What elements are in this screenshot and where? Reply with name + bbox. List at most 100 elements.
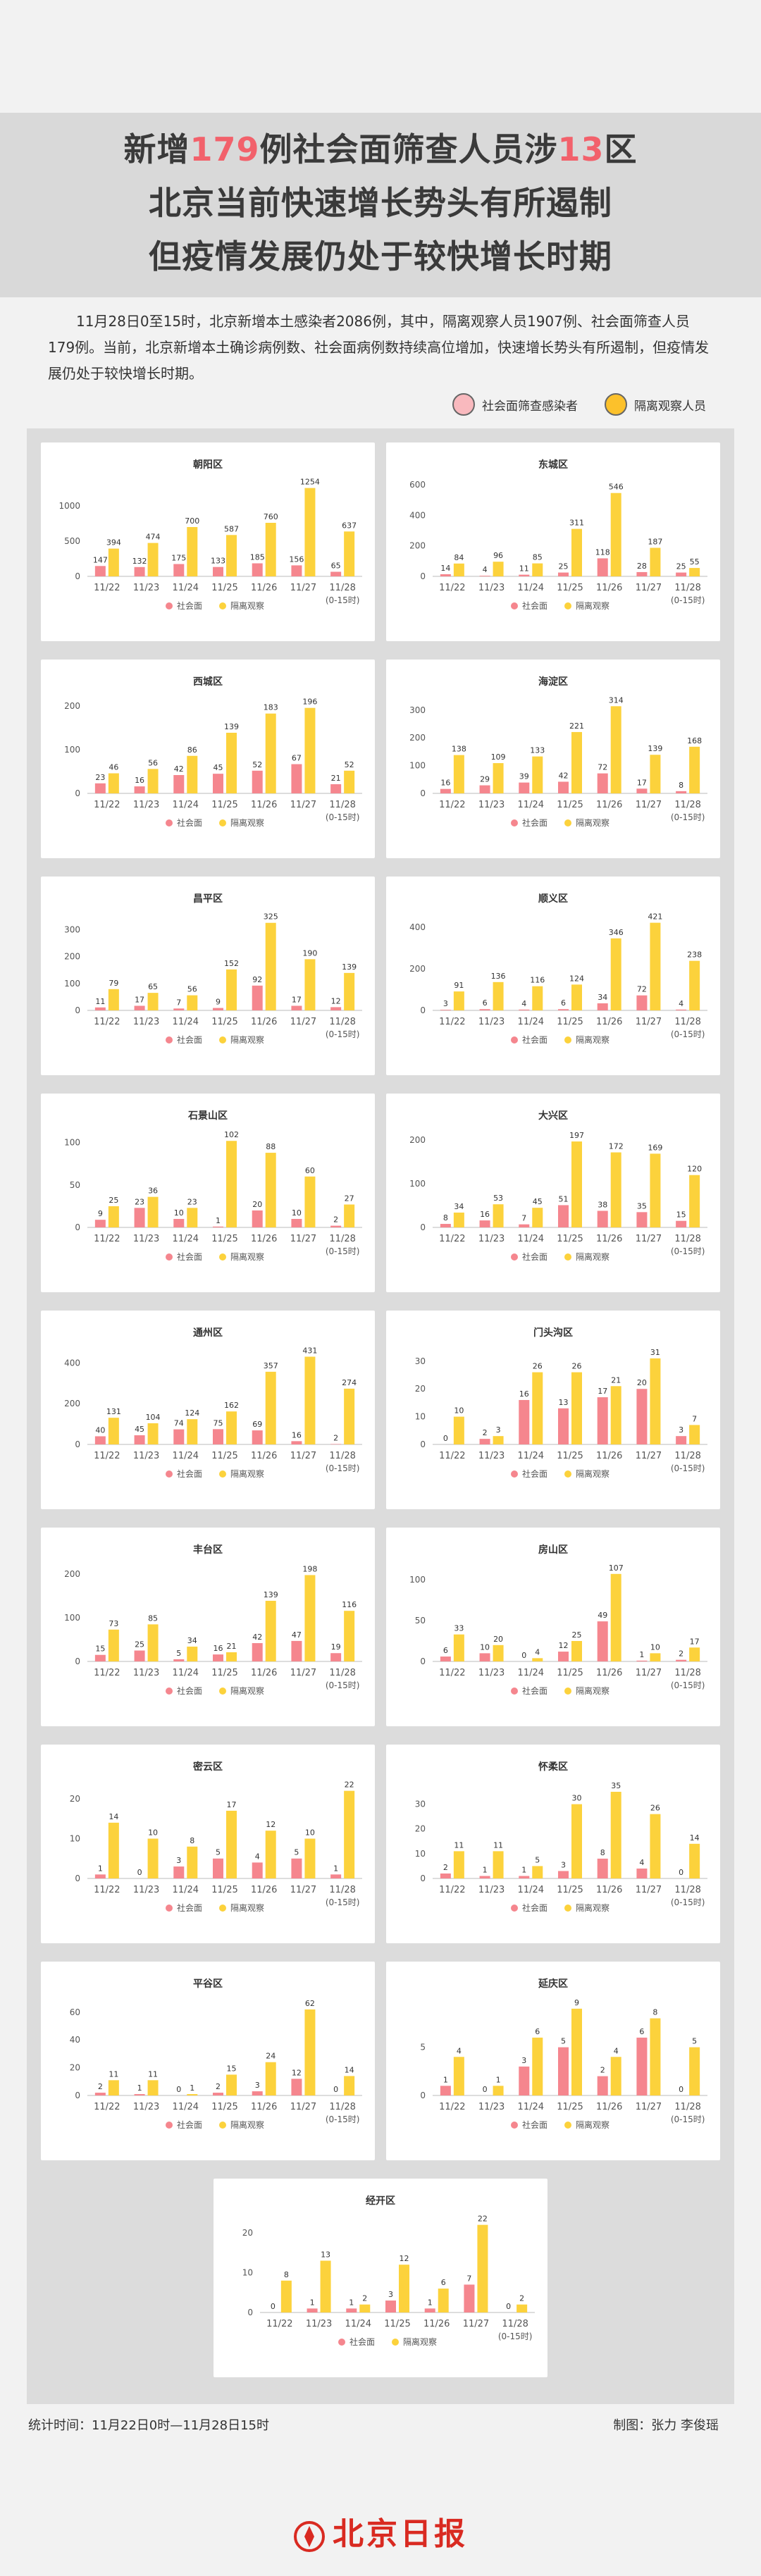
x-tick-label: 11/25 <box>557 2102 583 2112</box>
bar-social <box>558 572 569 576</box>
data-label-social: 72 <box>598 763 607 772</box>
bar-social <box>94 1654 106 1661</box>
y-tick-label: 0 <box>75 1439 80 1449</box>
y-tick-label: 1000 <box>58 501 80 511</box>
data-label-social: 45 <box>214 763 223 772</box>
data-label-social: 5 <box>176 1649 181 1658</box>
data-label-isolation: 116 <box>530 976 545 985</box>
chart-title: 房山区 <box>538 1544 568 1556</box>
x-tick-label: 11/25 <box>211 1885 237 1895</box>
data-label-social: 16 <box>440 779 450 788</box>
data-label-isolation: 124 <box>569 974 584 983</box>
panel-legend-isolation: 隔离观察 <box>576 1034 610 1045</box>
panel-legend-isolation: 隔离观察 <box>230 1468 264 1479</box>
x-tick-label: 11/23 <box>133 800 159 810</box>
data-label-isolation: 8 <box>190 1836 194 1845</box>
panel-legend-social-swatch <box>166 1036 173 1044</box>
chart-title: 经开区 <box>366 2195 395 2207</box>
data-label-isolation: 65 <box>148 982 158 991</box>
data-label-social: 3 <box>388 2290 393 2299</box>
bar-social <box>213 1654 223 1661</box>
bar-social <box>440 1873 451 1878</box>
x-tick-label: 11/24 <box>518 583 544 593</box>
data-label-social: 1 <box>443 2075 448 2084</box>
x-tick-label: 11/26 <box>596 1451 622 1461</box>
data-label-social: 40 <box>95 1425 105 1435</box>
data-label-isolation: 314 <box>609 695 624 705</box>
data-label-isolation: 85 <box>533 553 543 562</box>
bar-isolation <box>493 982 504 1010</box>
data-label-social: 1 <box>333 1864 338 1873</box>
data-label-isolation: 357 <box>264 1361 278 1370</box>
bar-isolation <box>108 773 119 793</box>
data-label-social: 1 <box>137 2083 142 2093</box>
y-tick-label: 10 <box>242 2267 253 2277</box>
data-label-social: 11 <box>95 997 105 1006</box>
data-label-social: 17 <box>135 996 144 1005</box>
y-tick-label: 0 <box>75 1874 80 1883</box>
x-tick-label: 11/28 <box>674 1451 700 1461</box>
chart-title: 丰台区 <box>193 1544 223 1556</box>
district-panel: 经开区 0 10 20 0 8 11/22 1 13 11/23 1 2 11/24 3 12 11/25 1 6… <box>214 2179 547 2377</box>
bar-isolation <box>147 1838 159 1878</box>
panel-legend-isolation: 隔离观察 <box>403 2336 437 2347</box>
bar-social <box>330 784 342 793</box>
data-label-social: 19 <box>331 1642 341 1652</box>
data-label-social: 17 <box>637 778 647 787</box>
x-tick-label: 11/26 <box>251 1017 277 1027</box>
data-label-isolation: 136 <box>491 972 506 981</box>
chart-title: 大兴区 <box>538 1110 568 1122</box>
bar-social <box>597 1003 608 1010</box>
bar-isolation <box>516 2304 528 2312</box>
data-label-isolation: 6 <box>535 2027 540 2036</box>
chart-title: 西城区 <box>193 676 223 688</box>
data-label-social: 3 <box>521 2056 526 2065</box>
bar-isolation <box>344 1388 355 1444</box>
bar-social <box>636 1389 648 1444</box>
bar-isolation <box>453 991 464 1010</box>
x-tick-label: 11/23 <box>133 1451 159 1461</box>
data-label-social: 5 <box>294 1848 299 1857</box>
data-label-social: 1 <box>310 2298 315 2307</box>
y-tick-label: 300 <box>64 924 80 934</box>
x-tick-label: 11/28 <box>329 2102 355 2112</box>
x-tick-label: 11/28 <box>674 2102 700 2112</box>
data-label-social: 1 <box>216 1216 221 1225</box>
y-tick-label: 50 <box>415 1616 426 1626</box>
brand-icon <box>294 2520 325 2552</box>
bar-isolation <box>571 1141 582 1227</box>
x-tick-label: 11/26 <box>251 1885 277 1895</box>
panel-legend-social: 社会面 <box>177 1902 202 1913</box>
data-label-social: 10 <box>174 1208 184 1218</box>
x-tick-label: 11/23 <box>478 1668 505 1678</box>
bar-isolation <box>650 2018 661 2095</box>
data-label-isolation: 11 <box>454 1840 464 1850</box>
x-tick-label: 11/27 <box>636 1017 662 1027</box>
bar-social <box>330 1007 342 1010</box>
x-tick-label: 11/24 <box>345 2319 371 2329</box>
data-label-social: 133 <box>211 557 225 566</box>
x-tick-label: 11/22 <box>94 2102 120 2112</box>
x-tick-label: 11/22 <box>439 1234 465 1244</box>
x-tick-label: 11/28 <box>674 583 700 593</box>
data-label-social: 25 <box>135 1640 144 1649</box>
data-label-isolation: 22 <box>345 1781 354 1790</box>
bar-isolation <box>571 1804 582 1878</box>
x-tick-label: 11/27 <box>290 1668 316 1678</box>
bar-isolation <box>493 1851 504 1878</box>
chart-title: 门头沟区 <box>533 1327 573 1339</box>
data-label-isolation: 221 <box>569 722 584 731</box>
bar-social <box>330 1653 342 1661</box>
bar-isolation <box>610 706 621 793</box>
bar-isolation <box>108 2080 119 2095</box>
bar-isolation <box>226 535 237 576</box>
data-label-social: 25 <box>676 562 686 571</box>
bar-social <box>330 1874 342 1878</box>
x-tick-label: 11/24 <box>173 1234 199 1244</box>
x-tick-label: 11/26 <box>596 2102 622 2112</box>
data-label-isolation: 11 <box>109 2069 118 2079</box>
x-tick-note: (0-15时) <box>671 595 705 605</box>
y-tick-label: 100 <box>409 1575 426 1585</box>
bar-isolation <box>304 1575 316 1661</box>
